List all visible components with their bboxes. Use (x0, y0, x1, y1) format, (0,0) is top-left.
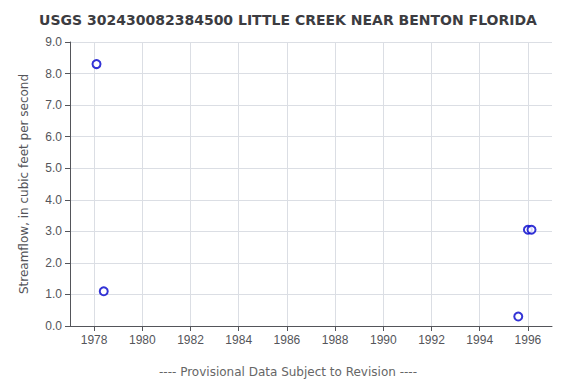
svg-text:1982: 1982 (177, 333, 204, 347)
svg-text:1986: 1986 (274, 333, 301, 347)
svg-text:1994: 1994 (466, 333, 493, 347)
svg-text:2.0: 2.0 (45, 256, 62, 270)
svg-text:1992: 1992 (418, 333, 445, 347)
svg-text:6.0: 6.0 (45, 130, 62, 144)
svg-text:Streamflow, in cubic feet per: Streamflow, in cubic feet per second (17, 74, 31, 294)
svg-text:1978: 1978 (81, 333, 108, 347)
svg-text:1996: 1996 (515, 333, 542, 347)
svg-text:1984: 1984 (225, 333, 252, 347)
svg-text:---- Provisional Data Subject: ---- Provisional Data Subject to Revisio… (159, 365, 417, 379)
svg-text:USGS 302430082384500 LITTLE CR: USGS 302430082384500 LITTLE CREEK NEAR B… (39, 12, 537, 28)
svg-text:1980: 1980 (129, 333, 156, 347)
svg-text:9.0: 9.0 (45, 35, 62, 49)
svg-text:1988: 1988 (322, 333, 349, 347)
svg-text:0.0: 0.0 (45, 319, 62, 333)
svg-text:5.0: 5.0 (45, 161, 62, 175)
svg-text:7.0: 7.0 (45, 98, 62, 112)
svg-text:8.0: 8.0 (45, 67, 62, 81)
svg-text:1.0: 1.0 (45, 287, 62, 301)
svg-text:3.0: 3.0 (45, 224, 62, 238)
svg-text:4.0: 4.0 (45, 193, 62, 207)
svg-text:1990: 1990 (370, 333, 397, 347)
